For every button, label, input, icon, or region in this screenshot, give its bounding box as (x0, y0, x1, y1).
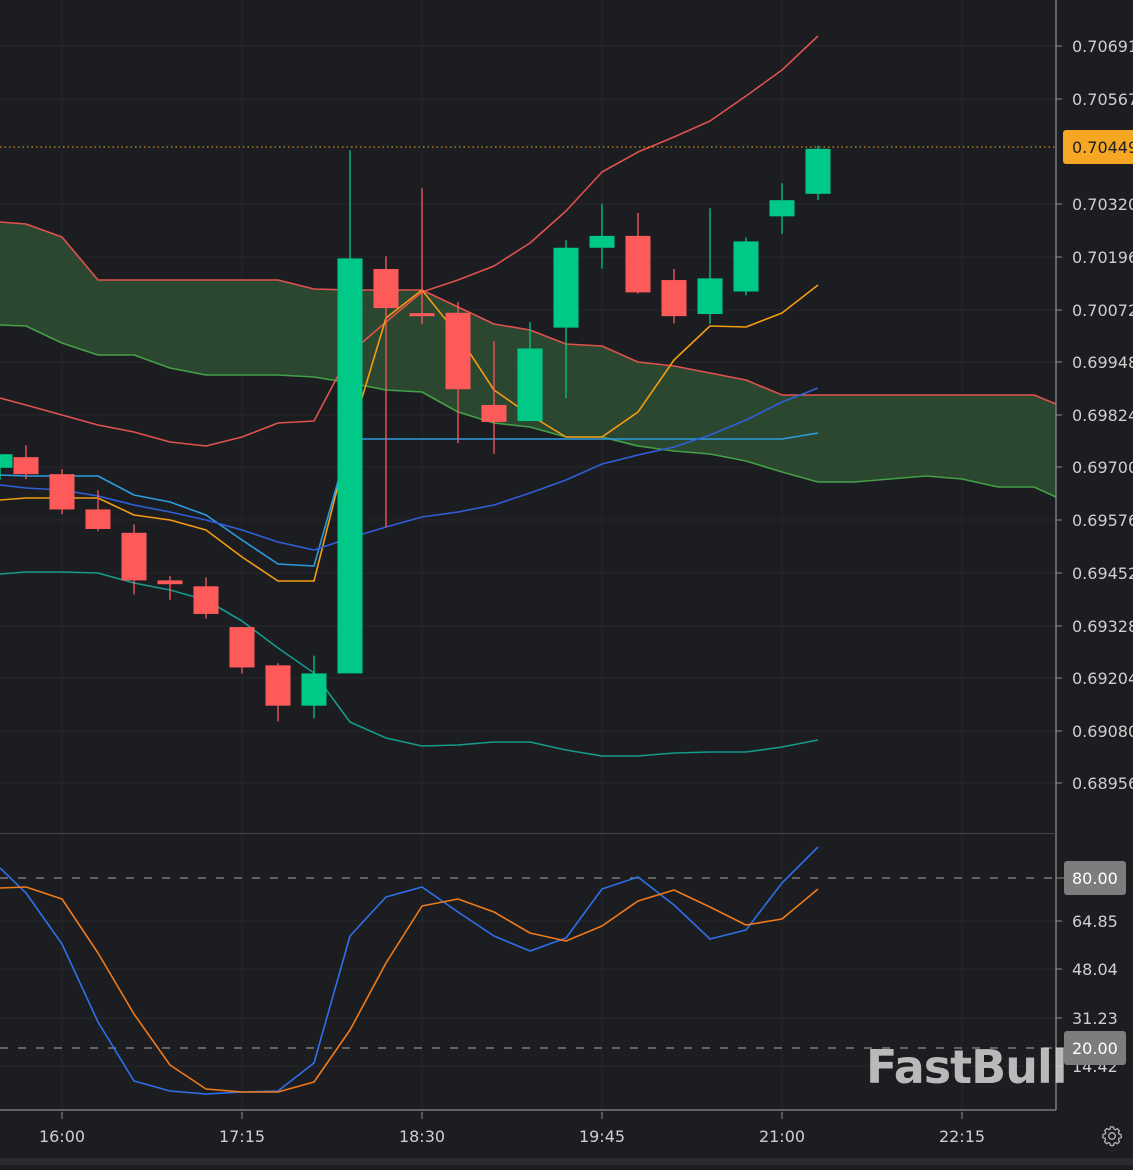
candle[interactable] (157, 576, 183, 600)
time-tick-label: 21:00 (759, 1127, 805, 1146)
gear-icon (1102, 1126, 1123, 1147)
time-tick-label: 18:30 (399, 1127, 445, 1146)
time-tick-label: 19:45 (579, 1127, 625, 1146)
stochastic-pane[interactable] (0, 846, 1056, 1095)
candle[interactable] (517, 322, 543, 422)
price-tick-label: 0.69204 (1072, 669, 1133, 688)
price-tick-label: 0.69824 (1072, 406, 1133, 425)
price-tick-label: 0.70691 (1072, 37, 1133, 56)
candle[interactable] (265, 663, 291, 722)
candle[interactable] (85, 490, 111, 532)
candle[interactable] (0, 454, 13, 480)
time-tick-label: 22:15 (939, 1127, 985, 1146)
stochastic-tick-label: 48.04 (1072, 960, 1118, 979)
candle[interactable] (481, 341, 507, 454)
bottom-strip (0, 1158, 1133, 1165)
overlay-line (0, 35, 819, 447)
candle[interactable] (121, 524, 147, 595)
time-axis[interactable]: 16:00 17:15 18:30 19:45 21:00 22:15 (39, 1112, 985, 1146)
candle[interactable] (13, 445, 39, 480)
price-tick-label: 0.70072 (1072, 301, 1133, 320)
time-tick-label: 17:15 (219, 1127, 265, 1146)
grid-lines (0, 0, 1056, 1110)
axes (0, 0, 1057, 1111)
price-tick-label: 0.70320 (1072, 195, 1133, 214)
price-tick-label: 0.69452 (1072, 564, 1133, 583)
candle[interactable] (769, 183, 795, 235)
stochastic-tick-label: 64.85 (1072, 912, 1118, 931)
price-tick-label: 0.70196 (1072, 248, 1133, 267)
candle[interactable] (445, 302, 471, 444)
candle[interactable] (625, 212, 651, 294)
overlay-line (0, 284, 819, 582)
price-tick-label: 0.69080 (1072, 722, 1133, 741)
candle[interactable] (805, 145, 831, 201)
candle[interactable] (589, 203, 615, 269)
candle[interactable] (49, 469, 75, 515)
overlay-line (0, 387, 819, 551)
candle[interactable] (373, 256, 399, 528)
candle[interactable] (661, 269, 687, 324)
candle[interactable] (337, 150, 363, 674)
stochastic-line (0, 886, 819, 1093)
candle[interactable] (193, 577, 219, 619)
stochastic-level-badge: 80.00 (1072, 869, 1118, 888)
candle[interactable] (553, 240, 579, 399)
stochastic-level-badge: 20.00 (1072, 1039, 1118, 1058)
candlestick-series[interactable] (0, 145, 831, 722)
stochastic-tick-label: 31.23 (1072, 1009, 1118, 1028)
candle[interactable] (697, 208, 723, 324)
current-price-badge: 0.70449 (1072, 138, 1133, 157)
price-tick-label: 0.69576 (1072, 511, 1133, 530)
overlay-line (0, 571, 819, 757)
price-tick-label: 0.69700 (1072, 458, 1133, 477)
time-tick-label: 16:00 (39, 1127, 85, 1146)
price-tick-label: 0.69948 (1072, 353, 1133, 372)
price-axis[interactable]: 0.70691 0.70567 0.70320 0.70196 0.70072 0.699… (1056, 37, 1133, 793)
candle[interactable] (301, 655, 327, 719)
stochastic-line (0, 846, 819, 1095)
candle[interactable] (409, 188, 435, 325)
price-tick-label: 0.70567 (1072, 90, 1133, 109)
overlay-line (0, 324, 1057, 498)
candle[interactable] (229, 627, 255, 674)
price-tick-label: 0.68956 (1072, 774, 1133, 793)
settings-button[interactable] (1100, 1124, 1124, 1148)
candle[interactable] (733, 237, 759, 296)
price-tick-label: 0.69328 (1072, 617, 1133, 636)
overlay-line (0, 432, 819, 567)
